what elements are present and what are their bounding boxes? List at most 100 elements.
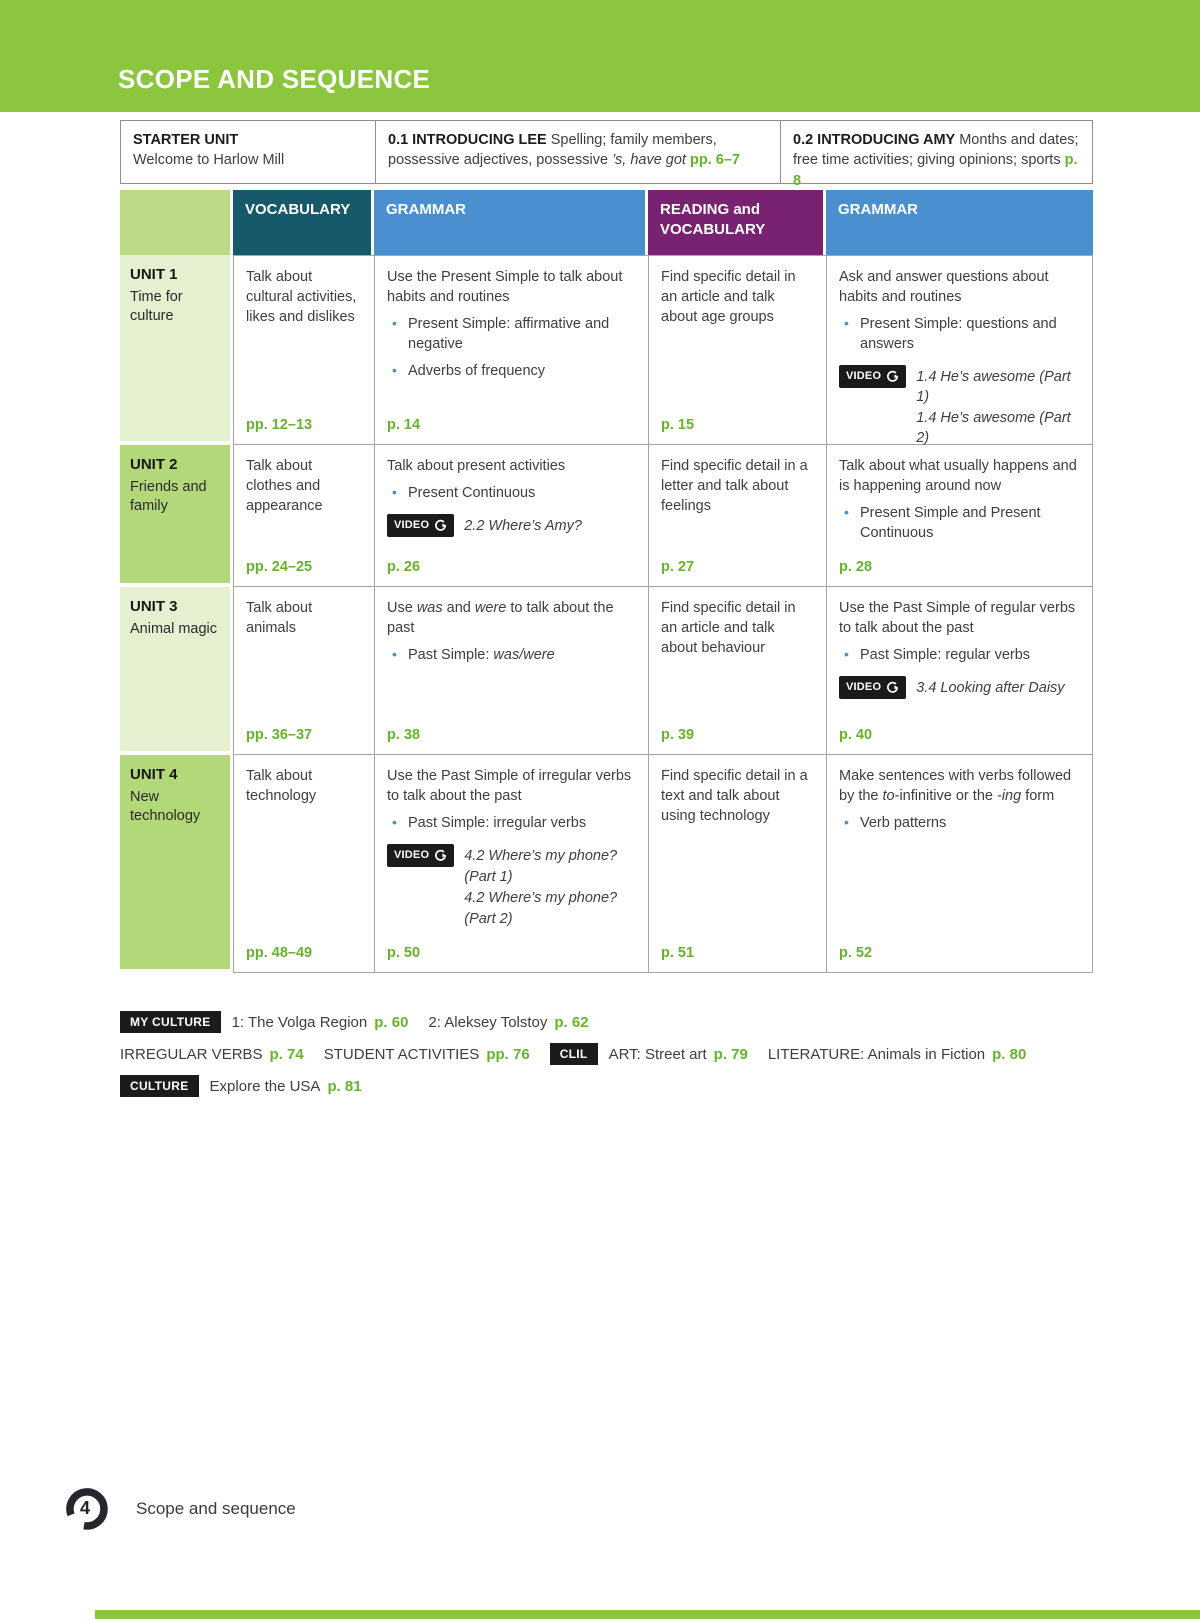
video-titles: 1.4 He’s awesome (Part 1) 1.4 He’s aweso… xyxy=(916,369,1071,446)
page-title: SCOPE AND SEQUENCE xyxy=(118,64,431,94)
starter-unit-row: STARTER UNIT Welcome to Harlow Mill 0.1 … xyxy=(120,120,1093,189)
unit-2-label-cell: UNIT 2 Friends and family xyxy=(120,445,233,587)
literature-label: LITERATURE: Animals in Fiction xyxy=(767,1045,986,1063)
unit-4-grammar2-pages: p. 52 xyxy=(839,945,873,961)
bullet-item: • Adverbs of frequency xyxy=(387,361,636,381)
video-row: VIDEO 1.4 He’s awesome (Part 1) 1.4 He’s… xyxy=(839,365,1080,449)
video-row: VIDEO 3.4 Looking after Daisy xyxy=(839,676,1080,700)
bullet-dot-icon: • xyxy=(844,315,849,331)
my-culture-item-1: 1: The Volga Region xyxy=(231,1013,368,1031)
intro-lee-pages: pp. 6–7 xyxy=(690,152,740,169)
table-row-unit-2: UNIT 2 Friends and family Talk about clo… xyxy=(120,445,1093,587)
video-badge: VIDEO xyxy=(839,676,907,700)
unit-4-subtitle: New technology xyxy=(130,788,201,824)
bullet-item: • Past Simple: irregular verbs xyxy=(387,813,636,833)
unit-1-subtitle: Time for culture xyxy=(130,288,183,324)
unit-4-vocabulary-cell: Talk about technology pp. 48–49 xyxy=(233,755,374,973)
unit-4-reading-cell: Find specific detail in a text and talk … xyxy=(648,755,826,973)
bullet-item: • Past Simple: regular verbs xyxy=(839,645,1080,665)
video-badge: VIDEO xyxy=(387,514,455,538)
bullet-item: • Present Simple and Present Continuous xyxy=(839,503,1080,543)
my-culture-pages-1: p. 60 xyxy=(374,1013,409,1031)
unit-3-grammar-cell: Use was and were to talk about the past … xyxy=(374,587,648,755)
intro-lee-heading: 0.1 INTRODUCING LEE xyxy=(388,132,547,148)
my-culture-badge: MY CULTURE xyxy=(120,1011,221,1033)
my-culture-line: MY CULTURE 1: The Volga Region p. 60 2: … xyxy=(120,1010,1090,1034)
unit-2-grammar-intro: Talk about present activities xyxy=(387,458,566,474)
bullet-dot-icon: • xyxy=(844,814,849,830)
unit-4-grammar-intro: Use the Past Simple of irregular verbs t… xyxy=(387,768,632,804)
unit-1-reading-cell: Find specific detail in an article and t… xyxy=(648,255,826,445)
bullet-dot-icon: • xyxy=(392,315,397,331)
column-header-row: VOCABULARY GRAMMAR READING and VOCABULAR… xyxy=(120,190,1093,255)
video-badge-label: VIDEO xyxy=(846,370,882,382)
video-badge: VIDEO xyxy=(839,365,907,389)
unit-4-vocabulary-text: Talk about technology xyxy=(246,768,317,804)
unit-1-grammar2-intro: Ask and answer questions about habits an… xyxy=(839,269,1049,305)
scope-sequence-table: STARTER UNIT Welcome to Harlow Mill 0.1 … xyxy=(120,120,1093,973)
unit-1-label-cell: UNIT 1 Time for culture xyxy=(120,255,233,445)
unit-3-title: UNIT 3 xyxy=(130,598,178,615)
unit-3-subtitle: Animal magic xyxy=(130,620,218,637)
unit-3-reading-cell: Find specific detail in an article and t… xyxy=(648,587,826,755)
footer-label: Scope and sequence xyxy=(136,1499,296,1518)
video-titles: 2.2 Where’s Amy? xyxy=(464,518,582,534)
table-row-unit-1: UNIT 1 Time for culture Talk about cultu… xyxy=(120,255,1093,467)
clil-badge: CLIL xyxy=(549,1043,598,1065)
my-culture-pages-2: p. 62 xyxy=(554,1013,589,1031)
unit-3-reading-text: Find specific detail in an article and t… xyxy=(661,600,796,656)
unit-3-vocabulary-cell: Talk about animals pp. 36–37 xyxy=(233,587,374,755)
unit-4-grammar-cell: Use the Past Simple of irregular verbs t… xyxy=(374,755,648,973)
unit-2-reading-text: Find specific detail in a letter and tal… xyxy=(661,458,808,514)
art-label: ART: Street art xyxy=(608,1045,707,1063)
reference-line: IRREGULAR VERBS p. 74 STUDENT ACTIVITIES… xyxy=(120,1042,1090,1066)
extras-section: MY CULTURE 1: The Volga Region p. 60 2: … xyxy=(120,1010,1090,1106)
bullet-item: • Present Simple: affirmative and negativ… xyxy=(387,314,636,354)
bullet-dot-icon: • xyxy=(392,362,397,378)
intro-amy-text: Months and dates; free time activities; … xyxy=(793,132,1079,169)
irregular-verbs-pages: p. 74 xyxy=(269,1045,304,1063)
unit-1-vocabulary-text: Talk about cultural activities, likes an… xyxy=(246,269,357,325)
unit-1-grammar-intro: Use the Present Simple to talk about hab… xyxy=(387,269,623,305)
unit-1-vocabulary-cell: Talk about cultural activities, likes an… xyxy=(233,255,374,445)
unit-4-grammar2-cell: Make sentences with verbs followed by th… xyxy=(826,755,1093,973)
unit-4-grammar-pages: p. 50 xyxy=(387,945,421,961)
unit-2-reading-cell: Find specific detail in a letter and tal… xyxy=(648,445,826,587)
unit-3-label-cell: UNIT 3 Animal magic xyxy=(120,587,233,755)
unit-1-grammar2-cell: Ask and answer questions about habits an… xyxy=(826,255,1093,467)
bullet-dot-icon: • xyxy=(392,646,397,662)
video-row: VIDEO 2.2 Where’s Amy? xyxy=(387,514,636,538)
video-titles: 4.2 Where’s my phone? (Part 1) 4.2 Where… xyxy=(464,848,618,927)
bullet-item: • Present Simple: questions and answers xyxy=(839,314,1080,354)
video-play-icon xyxy=(887,370,899,382)
column-header-vocabulary: VOCABULARY xyxy=(233,190,371,255)
culture-line: CULTURE Explore the USA p. 81 xyxy=(120,1074,1090,1098)
culture-pages: p. 81 xyxy=(327,1077,362,1095)
intro-amy-cell: 0.2 INTRODUCING AMY Months and dates; fr… xyxy=(780,120,1093,189)
unit-3-vocabulary-pages: pp. 36–37 xyxy=(246,727,313,743)
bullet-dot-icon: • xyxy=(392,814,397,830)
intro-amy-pages: p. 8 xyxy=(793,152,1078,189)
unit-2-grammar-pages: p. 26 xyxy=(387,559,421,575)
unit-3-vocabulary-text: Talk about animals xyxy=(246,600,313,636)
unit-1-grammar-pages: p. 14 xyxy=(387,417,421,433)
unit-3-reading-pages: p. 39 xyxy=(661,727,695,743)
unit-2-grammar2-intro: Talk about what usually happens and is h… xyxy=(839,458,1077,494)
starter-unit-cell: STARTER UNIT Welcome to Harlow Mill xyxy=(120,120,375,184)
top-banner: SCOPE AND SEQUENCE xyxy=(0,0,1200,112)
unit-1-reading-text: Find specific detail in an article and t… xyxy=(661,269,796,325)
unit-2-grammar2-cell: Talk about what usually happens and is h… xyxy=(826,445,1093,587)
video-play-icon xyxy=(435,519,447,531)
video-titles: 3.4 Looking after Daisy xyxy=(916,680,1065,696)
bullet-item: • Present Continuous xyxy=(387,483,636,503)
unit-1-vocabulary-pages: pp. 12–13 xyxy=(246,417,313,433)
column-header-unit-spacer xyxy=(120,190,230,255)
unit-2-subtitle: Friends and family xyxy=(130,478,207,514)
bullet-dot-icon: • xyxy=(844,646,849,662)
unit-3-grammar2-intro: Use the Past Simple of regular verbs to … xyxy=(839,600,1076,636)
column-header-reading-vocabulary: READING and VOCABULARY xyxy=(648,190,823,255)
unit-1-reading-pages: p. 15 xyxy=(661,417,695,433)
unit-3-grammar2-pages: p. 40 xyxy=(839,727,873,743)
video-play-icon xyxy=(887,681,899,693)
starter-unit-title: STARTER UNIT xyxy=(133,132,239,148)
